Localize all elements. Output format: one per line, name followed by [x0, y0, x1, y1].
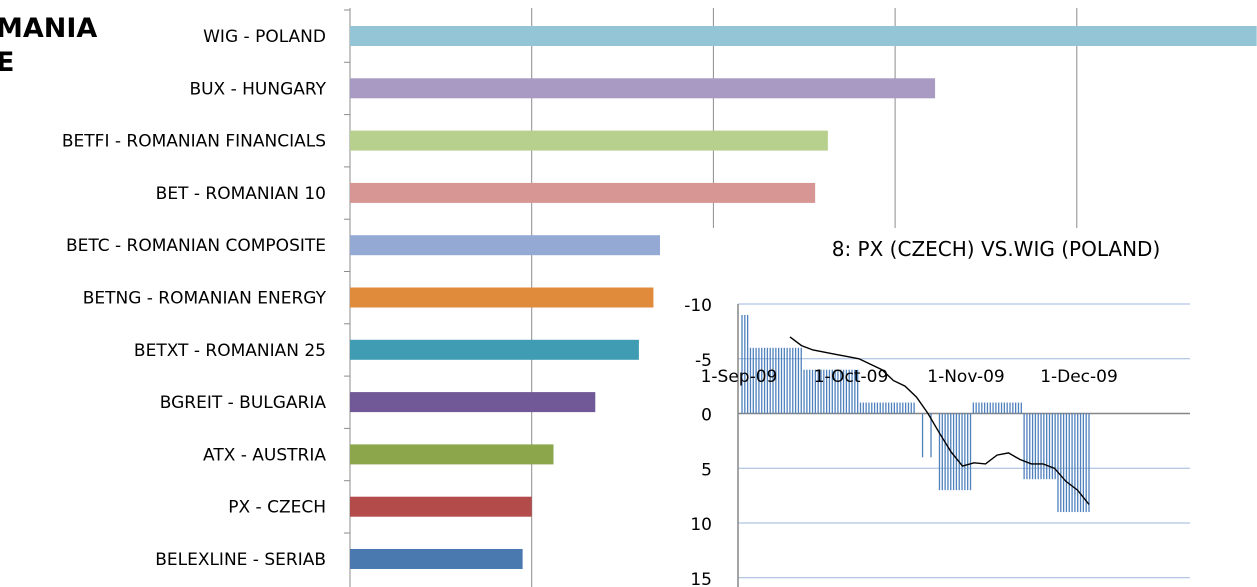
inset-chart: 8: PX (CZECH) VS.WIG (POLAND) -10 -5 0 5 10 1… [660, 228, 1200, 587]
inset-chart-title: 8: PX (CZECH) VS.WIG (POLAND) [832, 237, 1161, 261]
inset-chart-gridlines [737, 303, 1190, 587]
category-label: ATX - AUSTRIA [203, 445, 326, 465]
bar-bux-hungary [350, 78, 936, 99]
bar-bet-romanian-10 [350, 182, 816, 203]
category-label: PX - CZECH [228, 498, 326, 518]
inset-x-tick-label: 1-Oct-09 [814, 367, 889, 387]
category-label: BETFI - ROMANIAN FINANCIALS [62, 132, 326, 152]
category-label: BET - ROMANIAN 10 [156, 184, 326, 204]
bar-px-czech [350, 496, 532, 517]
main-chart-bars [350, 26, 1257, 569]
inset-chart-background [660, 228, 1200, 587]
bar-betng-romanian-energy [350, 287, 654, 308]
inset-chart-line [789, 336, 1090, 505]
page-title: MANIA E [0, 12, 97, 80]
inset-x-tick-label: 1-Nov-09 [927, 367, 1004, 387]
bar-atx-austria [350, 444, 554, 465]
inset-y-tick-label: -5 [695, 351, 712, 371]
bar-betc-romanian-composite [350, 235, 736, 256]
inset-x-tick-label: 1-Sep-09 [701, 367, 778, 387]
bar-betfi-romanian-financials [350, 130, 828, 151]
bar-wig-poland [350, 26, 1257, 46]
category-label: BELEXLINE - SERIAB [155, 550, 326, 570]
inset-y-tick-label: -10 [684, 296, 712, 316]
category-label: BETC - ROMANIAN COMPOSITE [66, 236, 326, 256]
category-label: BUX - HUNGARY [189, 79, 326, 99]
inset-chart-x-tick-labels: 1-Sep-09 1-Oct-09 1-Nov-09 1-Dec-09 [701, 367, 1118, 387]
bar-bgreit-bulgaria [350, 392, 596, 413]
inset-y-tick-label: 10 [690, 515, 712, 535]
category-label: BETNG - ROMANIAN ENERGY [83, 289, 327, 309]
bar-betxt-romanian-25 [350, 339, 639, 360]
inset-x-tick-label: 1-Dec-09 [1040, 367, 1118, 387]
inset-chart-y-tick-labels: -10 -5 0 5 10 15 [684, 296, 712, 587]
inset-y-tick-label: 5 [701, 460, 712, 480]
category-label: WIG - POLAND [203, 27, 326, 47]
category-label: BETXT - ROMANIAN 25 [134, 341, 326, 361]
inset-chart-bars [741, 314, 1090, 513]
main-chart-category-labels: WIG - POLAND BUX - HUNGARY BETFI - ROMANIA… [62, 27, 327, 570]
inset-y-tick-label: 15 [690, 570, 712, 587]
inset-y-tick-label: 0 [701, 406, 712, 426]
title-line-2: E [0, 47, 15, 78]
title-line-1: MANIA [0, 13, 98, 44]
inset-line-series [789, 336, 1090, 505]
category-label: BGREIT - BULGARIA [160, 393, 327, 413]
bar-belexline-seriab [350, 549, 523, 569]
